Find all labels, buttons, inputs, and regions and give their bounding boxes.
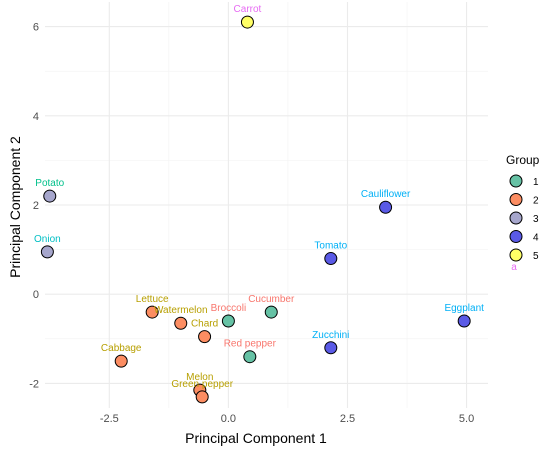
point-label: Cauliflower bbox=[361, 189, 411, 200]
x-tick-label: 2.5 bbox=[340, 413, 355, 425]
point-label: Green pepper bbox=[171, 379, 233, 390]
legend-label: 1 bbox=[533, 177, 539, 188]
point-label: Onion bbox=[34, 234, 61, 245]
point-label: Lettuce bbox=[136, 294, 169, 305]
data-point bbox=[240, 15, 254, 29]
x-axis-title: Principal Component 1 bbox=[185, 430, 327, 446]
point-label: Carrot bbox=[234, 4, 262, 15]
point-label: Eggplant bbox=[444, 303, 484, 314]
legend-label: 4 bbox=[533, 233, 539, 244]
x-tick-label: 0.0 bbox=[221, 413, 236, 425]
point-label: Broccoli bbox=[211, 303, 247, 314]
legend-label: 2 bbox=[533, 196, 539, 207]
data-point bbox=[145, 305, 159, 319]
data-point bbox=[457, 314, 471, 328]
data-point bbox=[43, 189, 57, 203]
point-label: Melon bbox=[186, 372, 213, 383]
grid-lines bbox=[45, 2, 488, 408]
data-point bbox=[114, 354, 128, 368]
point-label: Watermelon bbox=[154, 305, 208, 316]
legend-key bbox=[509, 193, 523, 206]
legend-title: Group bbox=[506, 153, 540, 167]
point-labels: Carrot Potato Onion Cauliflower Tomato Eggpla… bbox=[34, 4, 484, 390]
data-point bbox=[40, 245, 54, 259]
x-tick-labels: -2.5 0.0 2.5 5.0 bbox=[100, 413, 474, 425]
legend-label: 5 bbox=[533, 251, 539, 262]
point-label: Zucchini bbox=[312, 330, 349, 341]
y-tick-label: 4 bbox=[33, 111, 39, 123]
data-point bbox=[198, 330, 212, 344]
y-tick-label: 2 bbox=[33, 200, 39, 212]
legend-items: 1 2 3 4 5 bbox=[509, 174, 539, 262]
data-point bbox=[195, 390, 209, 404]
legend-label: 3 bbox=[533, 214, 539, 225]
legend-key bbox=[509, 211, 523, 225]
x-tick-label: -2.5 bbox=[100, 413, 119, 425]
point-label: Tomato bbox=[314, 241, 347, 252]
y-tick-labels: -2 0 2 4 6 bbox=[29, 22, 39, 391]
point-label: Potato bbox=[35, 178, 64, 189]
y-axis-title: Principal Component 2 bbox=[7, 136, 23, 278]
point-label: Cabbage bbox=[101, 343, 142, 354]
y-tick-label: -2 bbox=[29, 378, 39, 390]
legend: Group 1 2 3 4 5 a bbox=[506, 153, 540, 273]
data-point bbox=[264, 305, 278, 319]
data-point bbox=[379, 200, 393, 214]
data-point bbox=[243, 350, 257, 364]
data-point bbox=[174, 316, 188, 330]
data-point bbox=[221, 314, 235, 328]
point-label: Cucumber bbox=[248, 294, 295, 305]
data-point bbox=[324, 252, 338, 266]
legend-key bbox=[509, 248, 523, 262]
legend-key bbox=[509, 230, 523, 243]
legend-key bbox=[509, 174, 523, 188]
y-tick-label: 6 bbox=[33, 22, 39, 34]
y-tick-label: 0 bbox=[33, 289, 39, 301]
point-label: Red pepper bbox=[224, 339, 277, 350]
data-point bbox=[324, 341, 338, 355]
x-tick-label: 5.0 bbox=[459, 413, 474, 425]
legend-text-key-glyph: a bbox=[511, 262, 517, 273]
data-points bbox=[40, 15, 471, 404]
point-label: Chard bbox=[191, 319, 218, 330]
